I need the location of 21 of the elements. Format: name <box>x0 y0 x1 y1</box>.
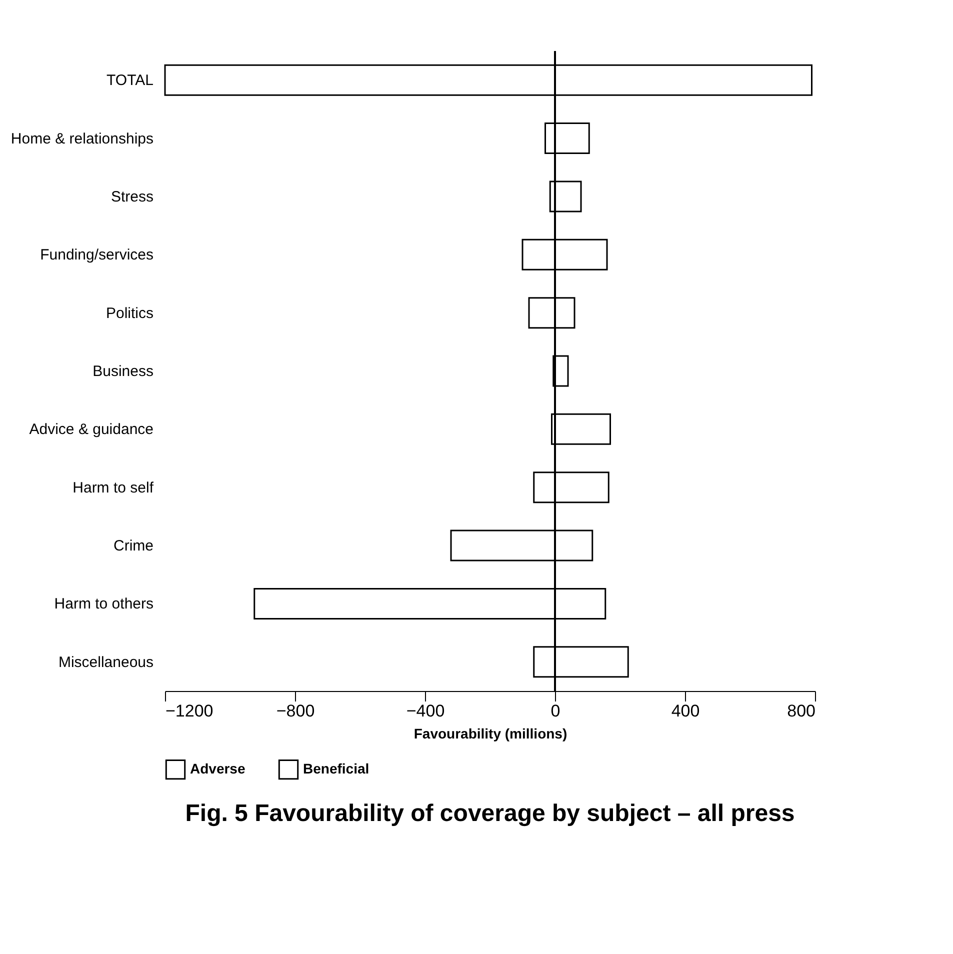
y-tick-label: Home & relationships <box>10 130 154 148</box>
legend-label: Beneficial <box>303 760 370 777</box>
legend-label: Adverse <box>190 760 246 777</box>
x-tick-label: −400 <box>406 702 445 720</box>
x-tick-label: −1200 <box>166 702 214 720</box>
y-tick-label: Politics <box>106 304 154 322</box>
x-axis-title: Favourability (millions) <box>414 726 568 742</box>
x-tick-label: 400 <box>671 702 700 720</box>
y-tick-label: Harm to others <box>54 596 154 613</box>
y-tick-label: Harm to self <box>72 479 154 496</box>
y-tick-label: Business <box>92 363 154 380</box>
y-tick-label: Stress <box>110 188 154 206</box>
x-tick-label: 800 <box>787 702 816 720</box>
y-tick-label: Miscellaneous <box>58 654 154 671</box>
y-tick-label: TOTAL <box>106 72 154 90</box>
y-tick-label: Funding/services <box>40 246 154 264</box>
y-tick-label: Crime <box>114 538 154 555</box>
y-tick-label: Advice & guidance <box>29 421 154 438</box>
text: Fig. 5 Favourability of coverage by subject – all press <box>185 800 795 827</box>
x-tick-label: 0 <box>550 702 560 720</box>
x-tick-label: −800 <box>276 702 315 720</box>
